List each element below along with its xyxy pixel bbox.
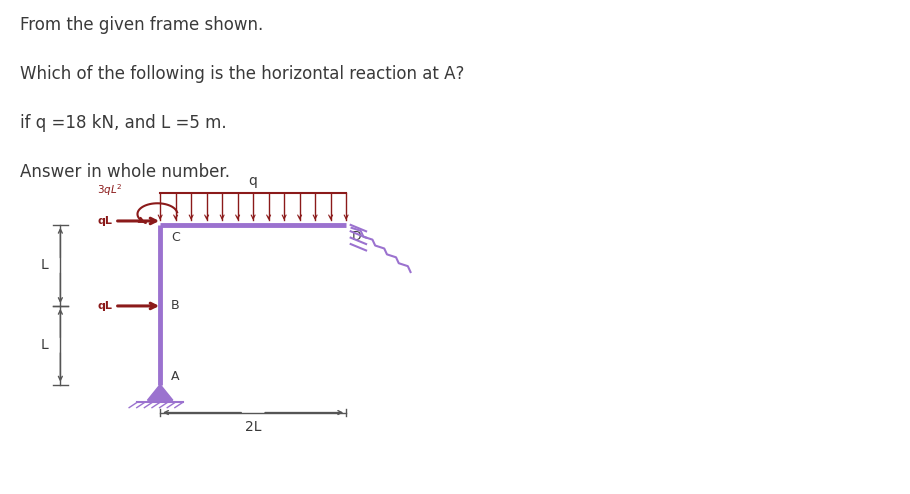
Text: Answer in whole number.: Answer in whole number.	[19, 164, 229, 181]
Text: q: q	[248, 174, 258, 188]
Text: Which of the following is the horizontal reaction at A?: Which of the following is the horizontal…	[19, 65, 464, 83]
Text: 2L: 2L	[245, 420, 261, 434]
Text: L: L	[40, 258, 48, 272]
Text: B: B	[171, 299, 179, 312]
Text: qL: qL	[97, 301, 112, 311]
Text: From the given frame shown.: From the given frame shown.	[19, 16, 263, 34]
Text: A: A	[171, 370, 179, 382]
Text: L: L	[40, 338, 48, 352]
Polygon shape	[147, 384, 173, 400]
Text: D: D	[351, 230, 361, 243]
Text: qL: qL	[97, 216, 112, 226]
Text: $3qL^2$: $3qL^2$	[97, 182, 123, 198]
Text: C: C	[171, 231, 180, 244]
Text: if q =18 kN, and L =5 m.: if q =18 kN, and L =5 m.	[19, 115, 227, 132]
